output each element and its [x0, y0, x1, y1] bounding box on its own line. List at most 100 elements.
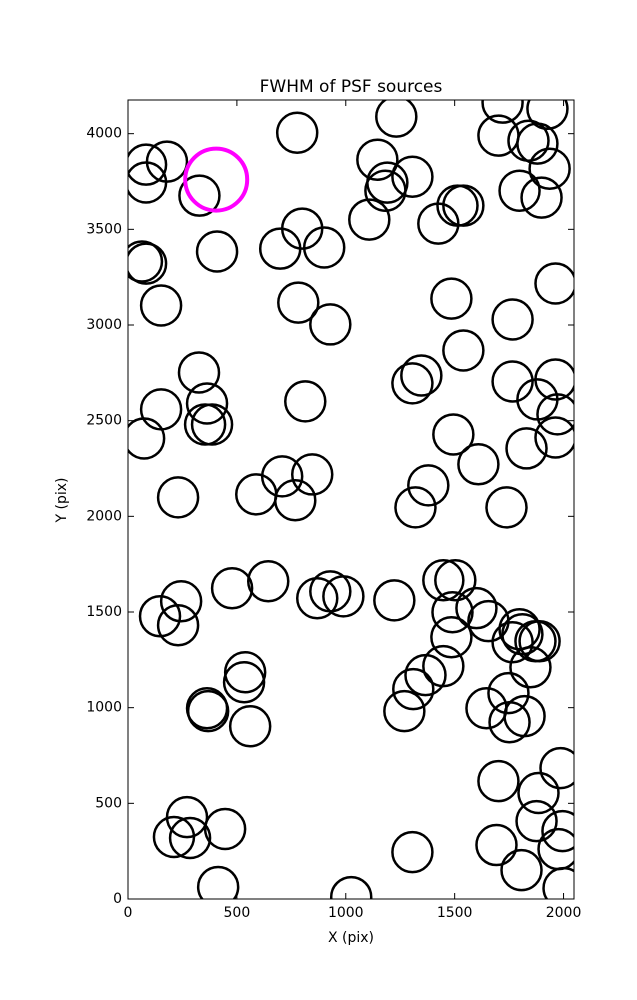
source-marker [457, 443, 500, 486]
source-marker [477, 759, 520, 803]
source-marker [196, 865, 240, 899]
source-marker [509, 646, 552, 689]
source-marker [539, 746, 574, 790]
source-marker [258, 227, 302, 270]
source-marker [348, 198, 391, 241]
y-tick-label: 2500 [86, 413, 122, 429]
axes-frame [127, 99, 575, 900]
source-marker [491, 298, 534, 341]
y-tick-label: 1500 [86, 604, 122, 620]
source-marker [491, 620, 534, 664]
source-marker [186, 689, 230, 733]
y-axis-label: Y (pix) [54, 478, 70, 524]
source-marker [518, 620, 561, 663]
source-marker [491, 360, 534, 403]
y-tick-label: 1000 [86, 700, 122, 716]
source-marker [534, 262, 574, 305]
source-marker [515, 799, 558, 843]
source-marker [455, 586, 498, 630]
source-marker [156, 476, 200, 519]
source-marker [516, 122, 559, 165]
source-marker [128, 417, 166, 460]
source-marker [475, 823, 518, 867]
chart-title: FWHM of PSF sources [260, 77, 443, 97]
source-marker [195, 230, 239, 273]
source-marker [375, 100, 418, 138]
source-marker [159, 580, 203, 623]
source-marker [275, 111, 319, 154]
source-marker [145, 140, 189, 183]
source-marker [128, 242, 168, 285]
source-marker [526, 100, 569, 131]
source-marker [517, 771, 560, 815]
source-marker [156, 603, 200, 647]
source-marker [185, 382, 229, 425]
source-marker [152, 815, 196, 859]
source-marker [235, 473, 278, 516]
source-marker [295, 576, 339, 620]
x-tick-label: 1000 [328, 905, 364, 921]
source-marker [542, 866, 574, 899]
source-marker [168, 816, 212, 860]
source-marker [528, 147, 571, 190]
source-marker [322, 575, 365, 618]
source-marker [128, 143, 168, 186]
source-marker [498, 169, 541, 212]
source-marker [520, 176, 563, 219]
source-marker [534, 416, 574, 459]
source-marker [407, 464, 450, 507]
source-marker [223, 651, 267, 694]
source-marker [391, 362, 434, 405]
source-marker [177, 351, 221, 394]
source-marker [329, 875, 373, 899]
x-tick-label: 0 [124, 905, 133, 921]
source-marker [536, 393, 574, 436]
source-marker [430, 616, 473, 659]
source-marker [139, 388, 183, 431]
source-marker [190, 403, 234, 446]
source-marker [203, 807, 247, 851]
source-marker [260, 455, 304, 498]
source-marker [128, 161, 168, 204]
source-marker [228, 704, 272, 748]
source-marker [302, 226, 346, 269]
source-marker [178, 174, 221, 217]
y-tick-label: 4000 [86, 126, 122, 142]
source-marker [394, 486, 437, 529]
source-marker [284, 380, 327, 423]
y-tick-label: 500 [95, 795, 122, 811]
source-marker [501, 612, 544, 656]
source-marker [366, 161, 409, 204]
source-marker [274, 479, 317, 522]
x-tick-label: 2000 [546, 905, 582, 921]
source-marker [481, 100, 524, 124]
source-marker [442, 329, 485, 372]
source-marker [442, 184, 485, 227]
source-marker [422, 558, 465, 602]
y-tick-label: 3500 [86, 221, 122, 237]
source-marker [541, 809, 574, 853]
y-tick-label: 3000 [86, 317, 122, 333]
x-axis-label: X (pix) [328, 930, 374, 946]
source-marker [465, 686, 508, 730]
source-marker [391, 155, 434, 198]
source-marker [139, 284, 183, 327]
source-marker [431, 590, 474, 634]
source-marker [356, 138, 399, 181]
source-marker [392, 667, 435, 711]
source-marker [290, 453, 334, 496]
source-marker [222, 660, 266, 704]
source-marker [434, 558, 477, 602]
source-marker [500, 848, 543, 892]
source-marker [210, 567, 254, 610]
plot-area [128, 100, 574, 899]
source-marker [432, 413, 475, 456]
source-marker [485, 486, 528, 529]
y-tick-label: 2000 [86, 508, 122, 524]
source-marker [128, 240, 164, 283]
source-marker [505, 427, 548, 470]
source-marker [391, 830, 434, 874]
x-tick-label: 1500 [437, 905, 473, 921]
